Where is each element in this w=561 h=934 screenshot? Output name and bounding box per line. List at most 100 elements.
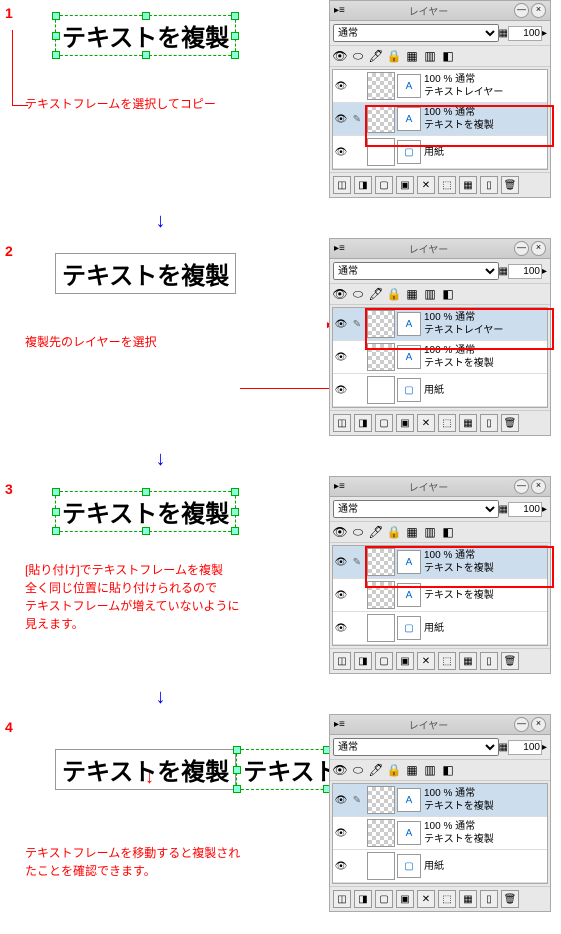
foot-icon-6[interactable]: ▦	[459, 652, 477, 670]
visibility-icon[interactable]: 👁	[333, 147, 349, 158]
foot-icon-5[interactable]: ⬚	[438, 652, 456, 670]
layer-row[interactable]: 👁 A 100 % 通常 テキストを複製	[333, 341, 547, 374]
tool-icon-4[interactable]: ▦	[404, 524, 420, 540]
layer-row[interactable]: 👁 ✎ A 100 % 通常 テキストを複製	[333, 546, 547, 579]
opacity-slider-icon[interactable]: ▸	[542, 504, 547, 515]
blend-select[interactable]: 通常	[333, 24, 499, 42]
foot-icon-7[interactable]: ▯	[480, 652, 498, 670]
foot-icon-7[interactable]: ▯	[480, 176, 498, 194]
foot-icon-0[interactable]: ◫	[333, 890, 351, 908]
opacity-slider-icon[interactable]: ▸	[542, 266, 547, 277]
foot-icon-1[interactable]: ◨	[354, 890, 372, 908]
tool-icon-3[interactable]: 🔒	[386, 524, 402, 540]
foot-icon-2[interactable]: ▢	[375, 652, 393, 670]
tool-icon-0[interactable]: 👁	[332, 762, 348, 778]
foot-icon-1[interactable]: ◨	[354, 652, 372, 670]
tool-icon-1[interactable]: ⬭	[350, 524, 366, 540]
tool-icon-3[interactable]: 🔒	[386, 48, 402, 64]
layer-row[interactable]: 👁 ▢ 用紙	[333, 136, 547, 169]
visibility-icon[interactable]: 👁	[333, 623, 349, 634]
foot-icon-5[interactable]: ⬚	[438, 890, 456, 908]
foot-icon-7[interactable]: ▯	[480, 890, 498, 908]
opacity-field[interactable]: 100	[508, 740, 542, 755]
tool-icon-5[interactable]: ▥	[422, 524, 438, 540]
collapse-icon[interactable]: —	[514, 717, 529, 732]
foot-icon-0[interactable]: ◫	[333, 652, 351, 670]
layer-row[interactable]: 👁 A 100 % 通常 テキストレイヤー	[333, 70, 547, 103]
foot-icon-4[interactable]: ✕	[417, 176, 435, 194]
tool-icon-6[interactable]: ◧	[440, 286, 456, 302]
visibility-icon[interactable]: 👁	[333, 795, 349, 806]
foot-icon-8[interactable]: 🗑	[501, 176, 519, 194]
checker-icon[interactable]: ▦	[499, 266, 508, 277]
foot-icon-3[interactable]: ▣	[396, 652, 414, 670]
visibility-icon[interactable]: 👁	[333, 828, 349, 839]
checker-icon[interactable]: ▦	[499, 742, 508, 753]
layer-row[interactable]: 👁 ▢ 用紙	[333, 374, 547, 407]
tool-icon-2[interactable]: 🖊	[368, 286, 384, 302]
foot-icon-0[interactable]: ◫	[333, 414, 351, 432]
close-icon[interactable]: ×	[531, 3, 546, 18]
text-frame[interactable]: テキストを複製	[55, 15, 236, 56]
foot-icon-2[interactable]: ▢	[375, 890, 393, 908]
opacity-field[interactable]: 100	[508, 264, 542, 279]
foot-icon-1[interactable]: ◨	[354, 176, 372, 194]
close-icon[interactable]: ×	[531, 717, 546, 732]
menu-icon[interactable]: ▸≡	[334, 719, 345, 730]
tool-icon-4[interactable]: ▦	[404, 48, 420, 64]
foot-icon-4[interactable]: ✕	[417, 890, 435, 908]
tool-icon-2[interactable]: 🖊	[368, 524, 384, 540]
layer-row[interactable]: 👁 ▢ 用紙	[333, 612, 547, 645]
close-icon[interactable]: ×	[531, 479, 546, 494]
layer-row[interactable]: 👁 ✎ A 100 % 通常 テキストを複製	[333, 784, 547, 817]
opacity-field[interactable]: 100	[508, 26, 542, 41]
tool-icon-1[interactable]: ⬭	[350, 762, 366, 778]
tool-icon-5[interactable]: ▥	[422, 48, 438, 64]
visibility-icon[interactable]: 👁	[333, 557, 349, 568]
blend-select[interactable]: 通常	[333, 738, 499, 756]
foot-icon-3[interactable]: ▣	[396, 176, 414, 194]
tool-icon-4[interactable]: ▦	[404, 286, 420, 302]
foot-icon-4[interactable]: ✕	[417, 652, 435, 670]
checker-icon[interactable]: ▦	[499, 28, 508, 39]
tool-icon-6[interactable]: ◧	[440, 762, 456, 778]
collapse-icon[interactable]: —	[514, 241, 529, 256]
foot-icon-3[interactable]: ▣	[396, 414, 414, 432]
close-icon[interactable]: ×	[531, 241, 546, 256]
collapse-icon[interactable]: —	[514, 479, 529, 494]
tool-icon-3[interactable]: 🔒	[386, 762, 402, 778]
foot-icon-7[interactable]: ▯	[480, 414, 498, 432]
checker-icon[interactable]: ▦	[499, 504, 508, 515]
edit-icon[interactable]: ✎	[349, 795, 365, 806]
tool-icon-2[interactable]: 🖊	[368, 48, 384, 64]
tool-icon-5[interactable]: ▥	[422, 286, 438, 302]
blend-select[interactable]: 通常	[333, 500, 499, 518]
foot-icon-6[interactable]: ▦	[459, 890, 477, 908]
edit-icon[interactable]: ✎	[349, 114, 365, 125]
foot-icon-5[interactable]: ⬚	[438, 414, 456, 432]
foot-icon-6[interactable]: ▦	[459, 414, 477, 432]
visibility-icon[interactable]: 👁	[333, 385, 349, 396]
tool-icon-0[interactable]: 👁	[332, 524, 348, 540]
visibility-icon[interactable]: 👁	[333, 590, 349, 601]
text-frame[interactable]: テキストを複製	[55, 253, 236, 294]
collapse-icon[interactable]: —	[514, 3, 529, 18]
menu-icon[interactable]: ▸≡	[334, 243, 345, 254]
menu-icon[interactable]: ▸≡	[334, 5, 345, 16]
layer-row[interactable]: 👁 ✎ A 100 % 通常 テキストレイヤー	[333, 308, 547, 341]
tool-icon-0[interactable]: 👁	[332, 48, 348, 64]
foot-icon-5[interactable]: ⬚	[438, 176, 456, 194]
layer-row[interactable]: 👁 ▢ 用紙	[333, 850, 547, 883]
tool-icon-1[interactable]: ⬭	[350, 48, 366, 64]
menu-icon[interactable]: ▸≡	[334, 481, 345, 492]
opacity-field[interactable]: 100	[508, 502, 542, 517]
blend-select[interactable]: 通常	[333, 262, 499, 280]
tool-icon-6[interactable]: ◧	[440, 48, 456, 64]
visibility-icon[interactable]: 👁	[333, 81, 349, 92]
tool-icon-5[interactable]: ▥	[422, 762, 438, 778]
text-frame[interactable]: テキストを複製	[55, 491, 236, 532]
visibility-icon[interactable]: 👁	[333, 319, 349, 330]
tool-icon-0[interactable]: 👁	[332, 286, 348, 302]
foot-icon-2[interactable]: ▢	[375, 414, 393, 432]
edit-icon[interactable]: ✎	[349, 557, 365, 568]
